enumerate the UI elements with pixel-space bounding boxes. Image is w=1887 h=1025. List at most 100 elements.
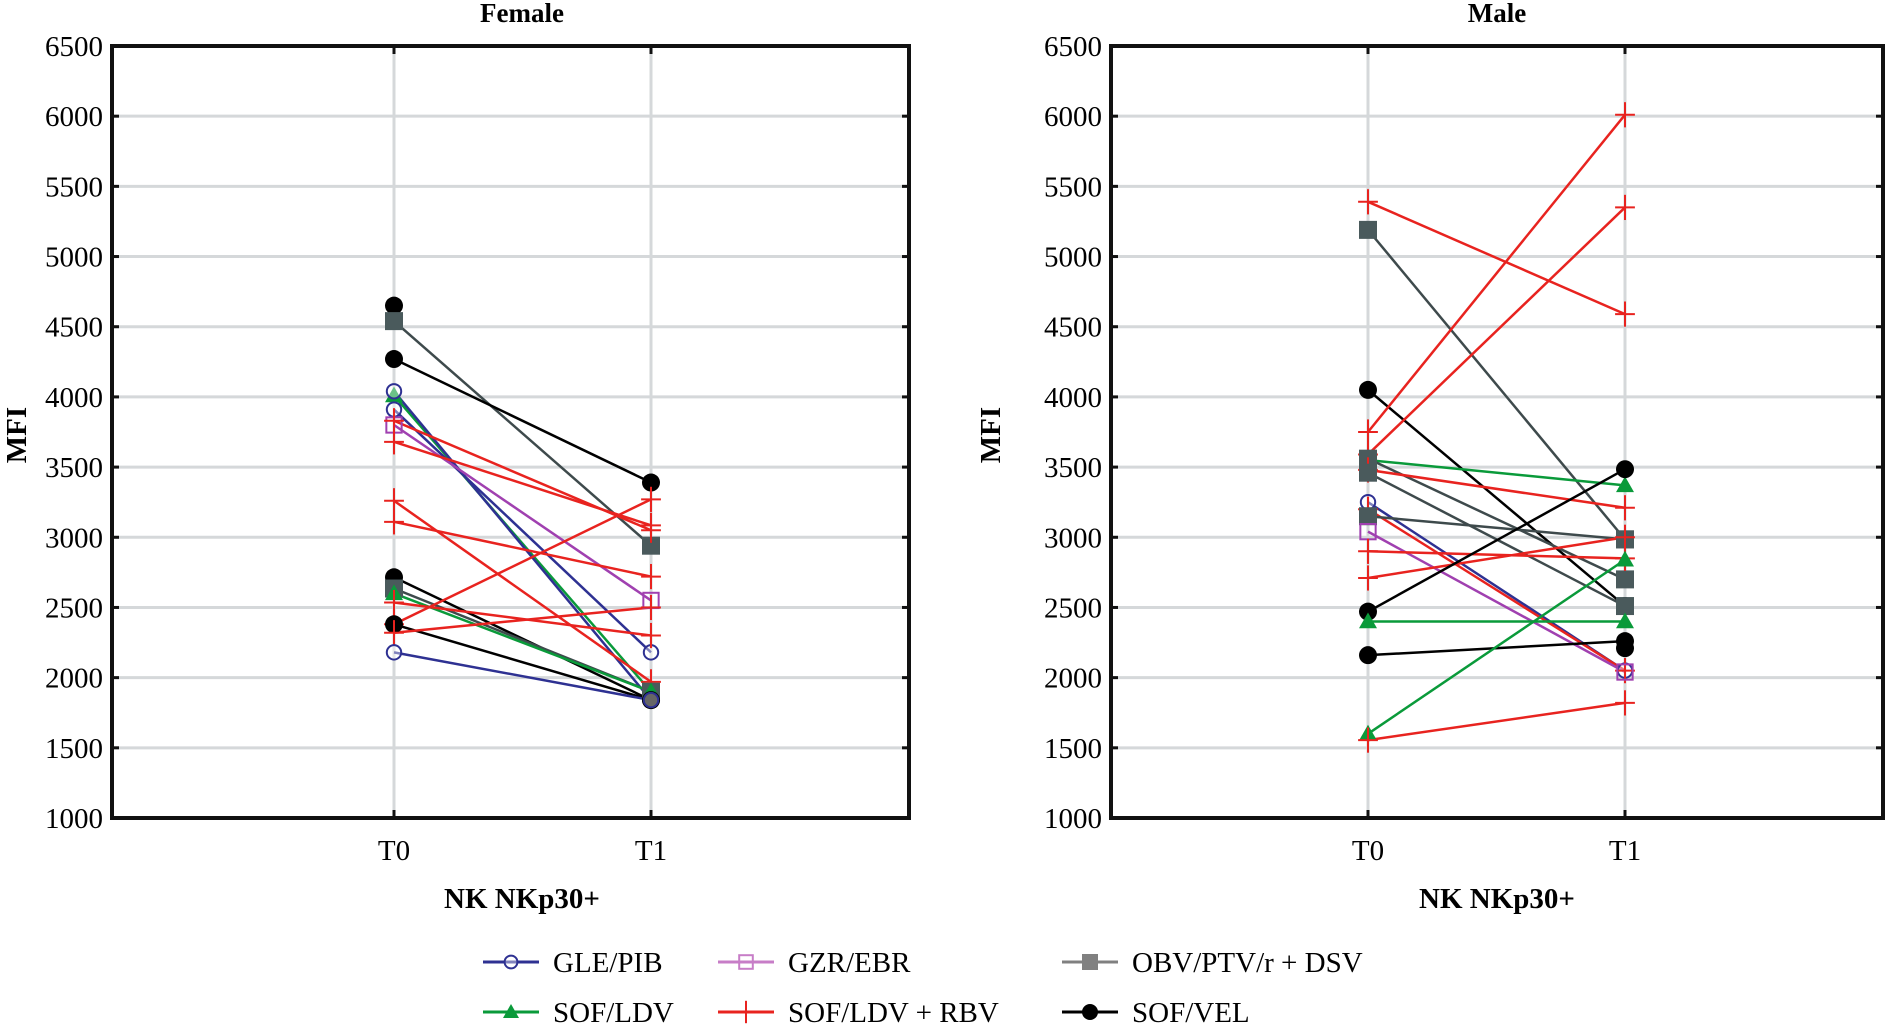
y-tick-label: 6500 — [45, 31, 103, 63]
x-axis-title: NK NKp30+ — [444, 883, 600, 915]
legend-item: GLE/PIB — [483, 947, 663, 979]
gridlines — [1111, 44, 1883, 820]
series-line — [1367, 701, 1626, 742]
series-line — [393, 606, 652, 634]
marker-cross — [1615, 301, 1635, 327]
panel-female: Female MFI T0 T1 NK NKp30+ 1000 1500 2000 2… — [1, 0, 911, 915]
marker-cross — [1615, 524, 1635, 550]
series-line — [1367, 206, 1626, 456]
marker-circle-filled — [1616, 460, 1634, 479]
marker-cross — [1615, 194, 1635, 221]
series-line — [393, 320, 652, 547]
y-tick-label: 4500 — [45, 312, 103, 344]
panel-title: Male — [1468, 0, 1526, 28]
marker-cross — [384, 620, 404, 646]
series-line — [1367, 113, 1626, 433]
y-tick-label: 1000 — [45, 803, 103, 835]
marker-triangle — [385, 386, 403, 403]
series-line — [1367, 468, 1626, 510]
legend-item: SOF/VEL — [1062, 997, 1250, 1025]
series-markers — [384, 296, 661, 710]
y-tick-label: 6500 — [1044, 31, 1102, 63]
y-tick-label: 4500 — [1044, 312, 1102, 344]
y-tick-label: 2500 — [45, 592, 103, 624]
marker-cross — [641, 622, 661, 649]
marker-cross — [1358, 727, 1378, 753]
series-line — [1367, 458, 1626, 487]
y-tick-label: 5500 — [45, 171, 103, 203]
marker-square-filled — [1616, 570, 1634, 589]
x-tick-label: T0 — [1352, 835, 1384, 867]
series-line — [393, 520, 652, 578]
series-line — [1367, 229, 1626, 541]
marker-circle-open — [642, 691, 660, 709]
legend-label: SOF/LDV + RBV — [788, 997, 999, 1025]
marker-triangle — [1359, 612, 1377, 629]
marker-circle-filled — [642, 473, 660, 492]
marker-square-filled — [642, 536, 660, 555]
series-line — [1367, 468, 1626, 613]
legend-item: OBV/PTV/r + DSV — [1062, 947, 1363, 979]
legend: GLE/PIB GZR/EBR OBV/PTV/r + DSV SOF/LDV SOF/… — [483, 947, 1363, 1025]
series-line — [1367, 514, 1626, 541]
series-line — [393, 592, 652, 693]
marker-cross — [641, 486, 661, 512]
marker-circle-open — [503, 954, 519, 970]
series-line — [1367, 558, 1626, 735]
panel-male: Male MFI T0 T1 NK NKp30+ 1000 1500 2000 250… — [975, 0, 1885, 915]
marker-square-filled — [1082, 954, 1098, 970]
plot-frame — [110, 44, 911, 820]
series-line — [393, 394, 652, 693]
marker-triangle — [1616, 550, 1634, 567]
legend-label: GZR/EBR — [788, 947, 911, 979]
marker-circle-filled — [1359, 646, 1377, 665]
y-tick-label: 4000 — [1044, 382, 1102, 414]
marker-cross — [1358, 538, 1378, 564]
series-line — [1367, 550, 1626, 560]
marker-square-open — [738, 954, 754, 970]
marker-cross — [737, 1000, 755, 1024]
y-tick-label: 3000 — [1044, 522, 1102, 554]
y-tick-label: 5500 — [1044, 171, 1102, 203]
series-lines — [1367, 113, 1626, 742]
legend-item: GZR/EBR — [718, 947, 911, 979]
plot-frame — [1109, 44, 1885, 820]
y-tick-label: 4000 — [45, 382, 103, 414]
y-tick-label: 1500 — [1044, 733, 1102, 765]
y-tick-label: 5000 — [45, 242, 103, 274]
marker-square-filled — [385, 312, 403, 331]
series-line — [393, 440, 652, 527]
x-tick-label: T0 — [378, 835, 410, 867]
y-tick-label: 6000 — [1044, 101, 1102, 133]
legend-item: SOF/LDV + RBV — [718, 997, 999, 1025]
x-tick-label: T1 — [1609, 835, 1641, 867]
series-line — [1367, 388, 1626, 608]
series-markers — [1358, 102, 1635, 753]
series-line — [393, 576, 652, 702]
y-tick-label: 6000 — [45, 101, 103, 133]
y-axis-title: MFI — [1, 407, 33, 463]
marker-cross — [641, 512, 661, 538]
marker-cross — [1615, 495, 1635, 521]
marker-cross — [1615, 690, 1635, 716]
y-tick-label: 2000 — [1044, 663, 1102, 695]
series-line — [393, 423, 652, 602]
marker-triangle — [1616, 612, 1634, 629]
marker-circle-filled — [1359, 602, 1377, 621]
marker-circle-filled — [1359, 380, 1377, 399]
marker-circle-filled — [1616, 639, 1634, 658]
x-axis-title: NK NKp30+ — [1419, 883, 1575, 915]
marker-cross — [1358, 565, 1378, 591]
marker-circle-filled — [1082, 1004, 1098, 1020]
marker-triangle — [1616, 476, 1634, 493]
series-line — [1367, 530, 1626, 674]
series-line — [393, 498, 652, 626]
legend-label: OBV/PTV/r + DSV — [1132, 947, 1363, 979]
marker-circle-open — [385, 383, 403, 400]
marker-square-filled — [1359, 507, 1377, 526]
y-tick-label: 3500 — [1044, 452, 1102, 484]
marker-circle-filled — [385, 350, 403, 369]
marker-cross — [384, 589, 404, 616]
legend-label: SOF/LDV — [553, 997, 674, 1025]
